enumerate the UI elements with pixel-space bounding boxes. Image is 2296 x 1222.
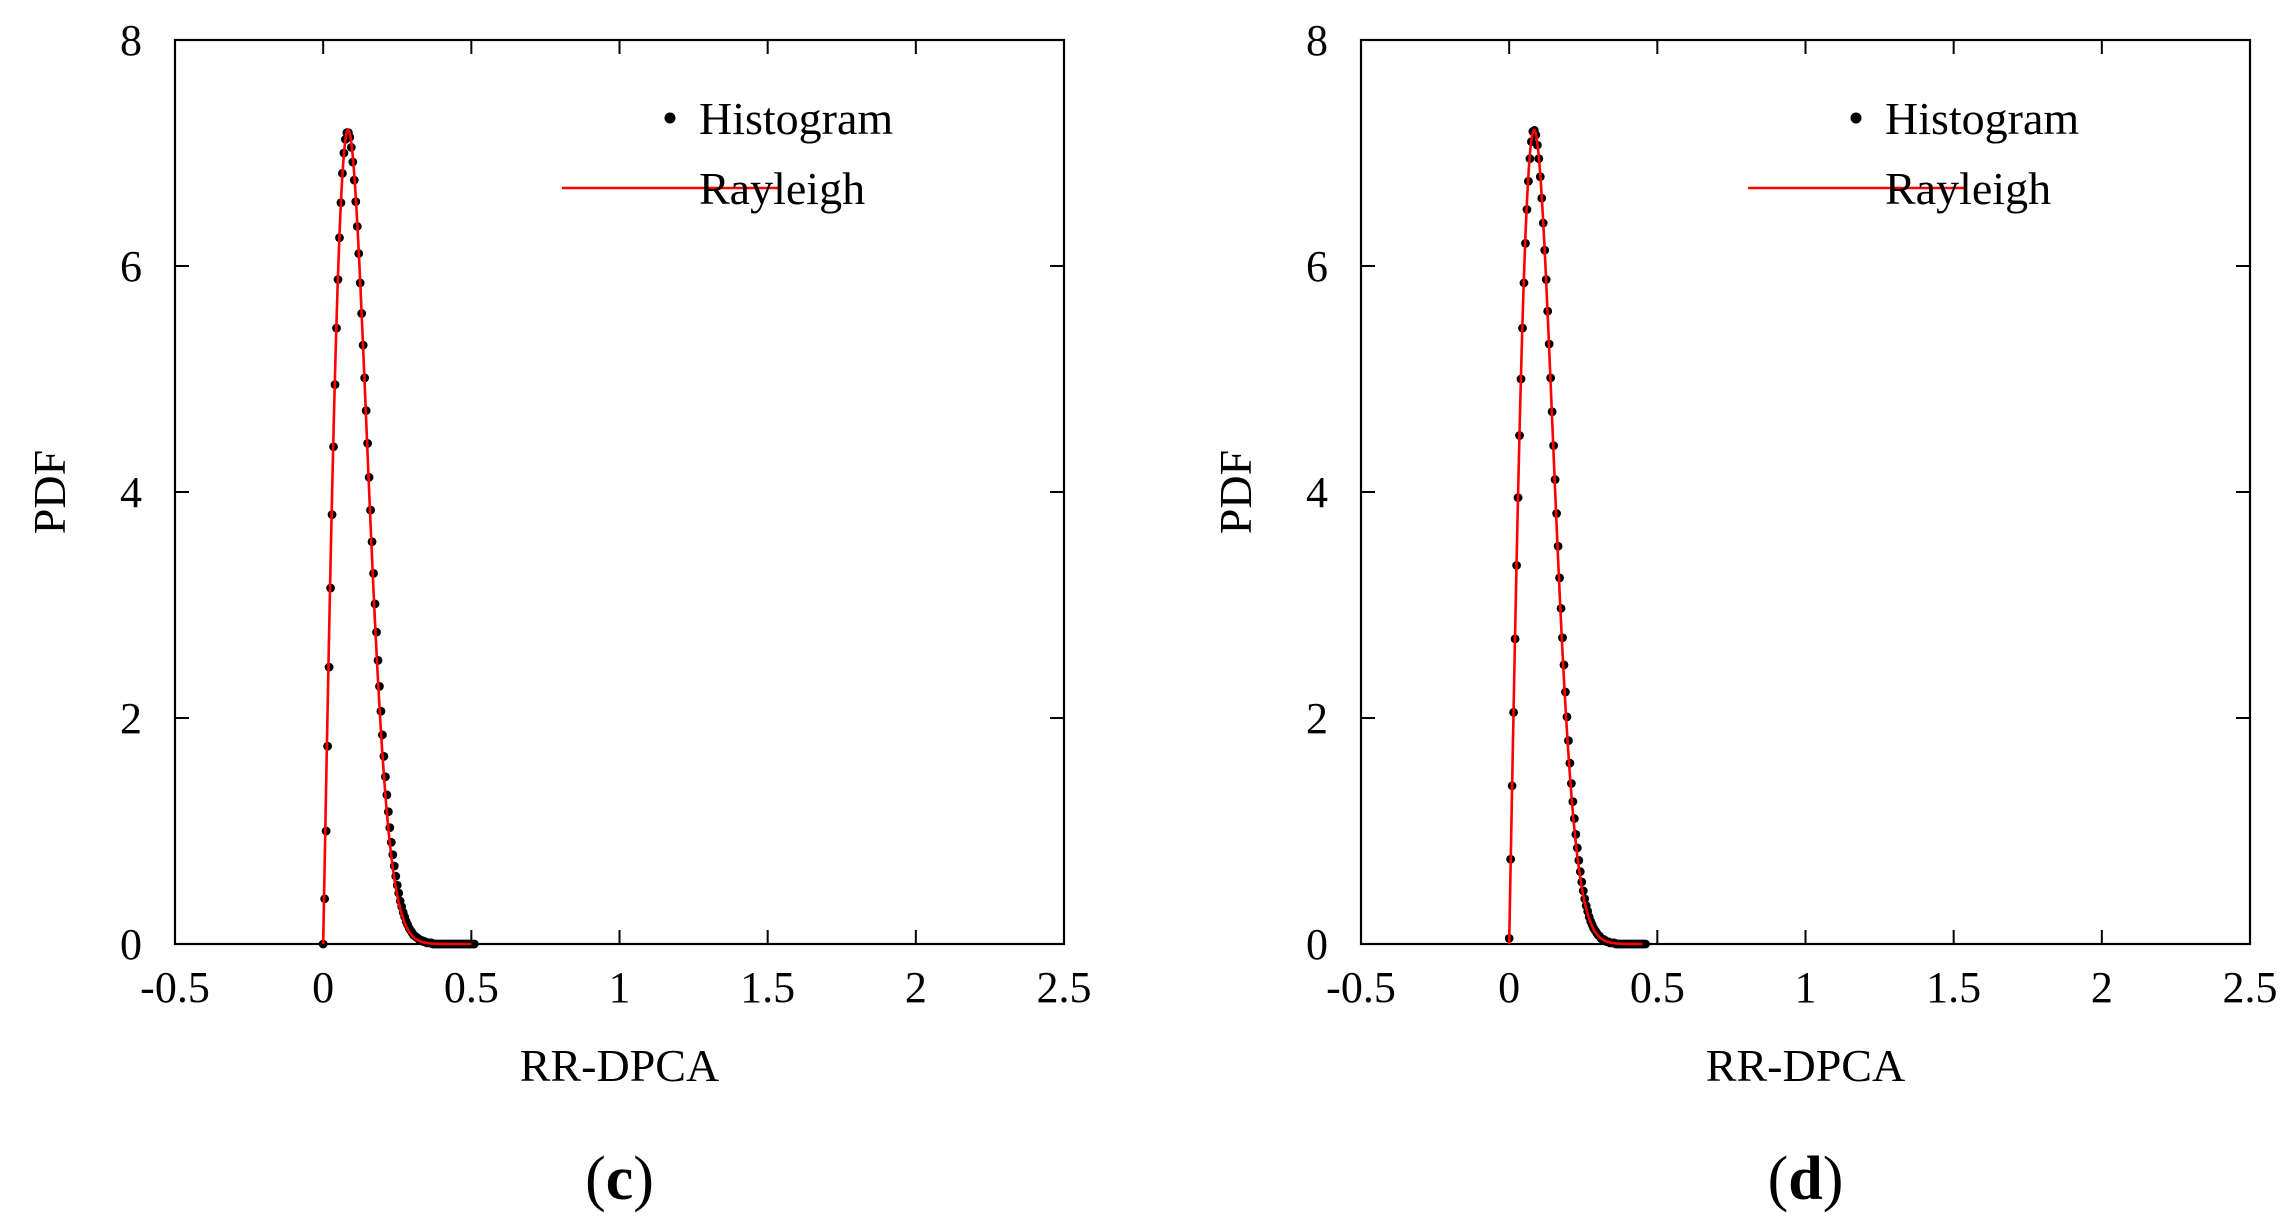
legend-histogram-marker xyxy=(1850,112,1862,124)
x-tick-label: 2.5 xyxy=(1037,963,1092,1012)
y-tick-label: 6 xyxy=(1306,242,1328,291)
panel-label-letter: d xyxy=(1788,1145,1822,1213)
legend-histogram-marker xyxy=(664,112,676,124)
x-tick-label: 0 xyxy=(1498,963,1520,1012)
x-tick-label: 1 xyxy=(1795,963,1817,1012)
x-axis-title: RR-DPCA xyxy=(520,1040,719,1091)
legend: Histogram Rayleigh xyxy=(562,93,893,214)
x-tick-label: 2 xyxy=(2091,963,2113,1012)
legend-rayleigh-label: Rayleigh xyxy=(1885,163,2051,214)
y-ticks: 0 2 4 6 8 xyxy=(120,16,1064,969)
x-tick-label: 0.5 xyxy=(1630,963,1685,1012)
histogram-point xyxy=(469,939,479,949)
y-tick-label: 0 xyxy=(1306,920,1328,969)
x-tick-label: 1.5 xyxy=(1926,963,1981,1012)
y-tick-label: 2 xyxy=(120,694,142,743)
y-tick-label: 2 xyxy=(1306,694,1328,743)
y-ticks: 0 2 4 6 8 xyxy=(1306,16,2250,969)
x-tick-label: 2.5 xyxy=(2223,963,2278,1012)
y-tick-label: 6 xyxy=(120,242,142,291)
x-tick-label: -0.5 xyxy=(1326,963,1396,1012)
panel-label-letter: c xyxy=(606,1145,634,1213)
x-ticks: -0.5 0 0.5 1 1.5 2 2.5 xyxy=(1326,40,2278,1012)
x-tick-label: 1 xyxy=(609,963,631,1012)
plot-frame xyxy=(173,38,1066,946)
y-tick-label: 4 xyxy=(1306,468,1328,517)
panel-label: (c) xyxy=(585,1145,654,1213)
x-tick-label: 2 xyxy=(905,963,927,1012)
y-tick-label: 4 xyxy=(120,468,142,517)
histogram-series xyxy=(318,128,479,949)
histogram-series xyxy=(1504,125,1650,949)
x-axis-title: RR-DPCA xyxy=(1706,1040,1905,1091)
y-tick-label: 0 xyxy=(120,920,142,969)
y-axis-title: PDF xyxy=(1210,450,1261,534)
x-tick-label: -0.5 xyxy=(140,963,210,1012)
rayleigh-series-line xyxy=(321,128,472,946)
x-ticks: -0.5 0 0.5 1 1.5 2 2.5 xyxy=(140,40,1092,1012)
x-tick-label: 1.5 xyxy=(740,963,795,1012)
legend-rayleigh-label: Rayleigh xyxy=(699,163,865,214)
y-tick-label: 8 xyxy=(120,16,142,65)
histogram-point xyxy=(1641,939,1650,949)
legend-histogram-label: Histogram xyxy=(699,93,893,144)
y-tick-label: 8 xyxy=(1306,16,1328,65)
rayleigh-series-line xyxy=(1507,128,1643,946)
y-axis-title: PDF xyxy=(24,450,75,534)
x-tick-label: 0.5 xyxy=(444,963,499,1012)
plot-frame xyxy=(1359,38,2252,946)
legend-histogram-label: Histogram xyxy=(1885,93,2079,144)
panel-label: (d) xyxy=(1768,1145,1844,1213)
x-tick-label: 0 xyxy=(312,963,334,1012)
legend: Histogram Rayleigh xyxy=(1748,93,2079,214)
